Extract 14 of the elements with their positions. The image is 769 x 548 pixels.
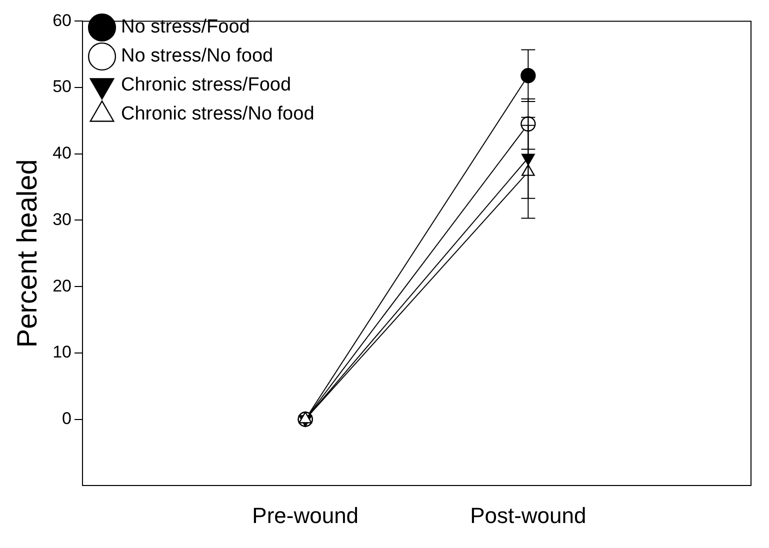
y-tick-label: 20: [52, 276, 72, 296]
x-tick-label: Post-wound: [470, 502, 586, 528]
x-tick-label: Pre-wound: [252, 502, 359, 528]
legend-label: Chronic stress/No food: [121, 104, 314, 125]
legend-label: Chronic stress/Food: [121, 74, 292, 96]
y-axis-title: Percent healed: [12, 159, 43, 348]
y-tick-label: 0: [62, 408, 72, 428]
y-tick-label: 30: [52, 210, 72, 229]
y-tick-label: 50: [52, 77, 72, 96]
y-tick-label: 40: [52, 144, 72, 163]
y-tick-label: 10: [52, 342, 72, 362]
legend-label: No stress/No food: [121, 46, 274, 67]
y-tick-label: 60: [52, 10, 72, 30]
legend-label: No stress/Food: [121, 16, 250, 38]
